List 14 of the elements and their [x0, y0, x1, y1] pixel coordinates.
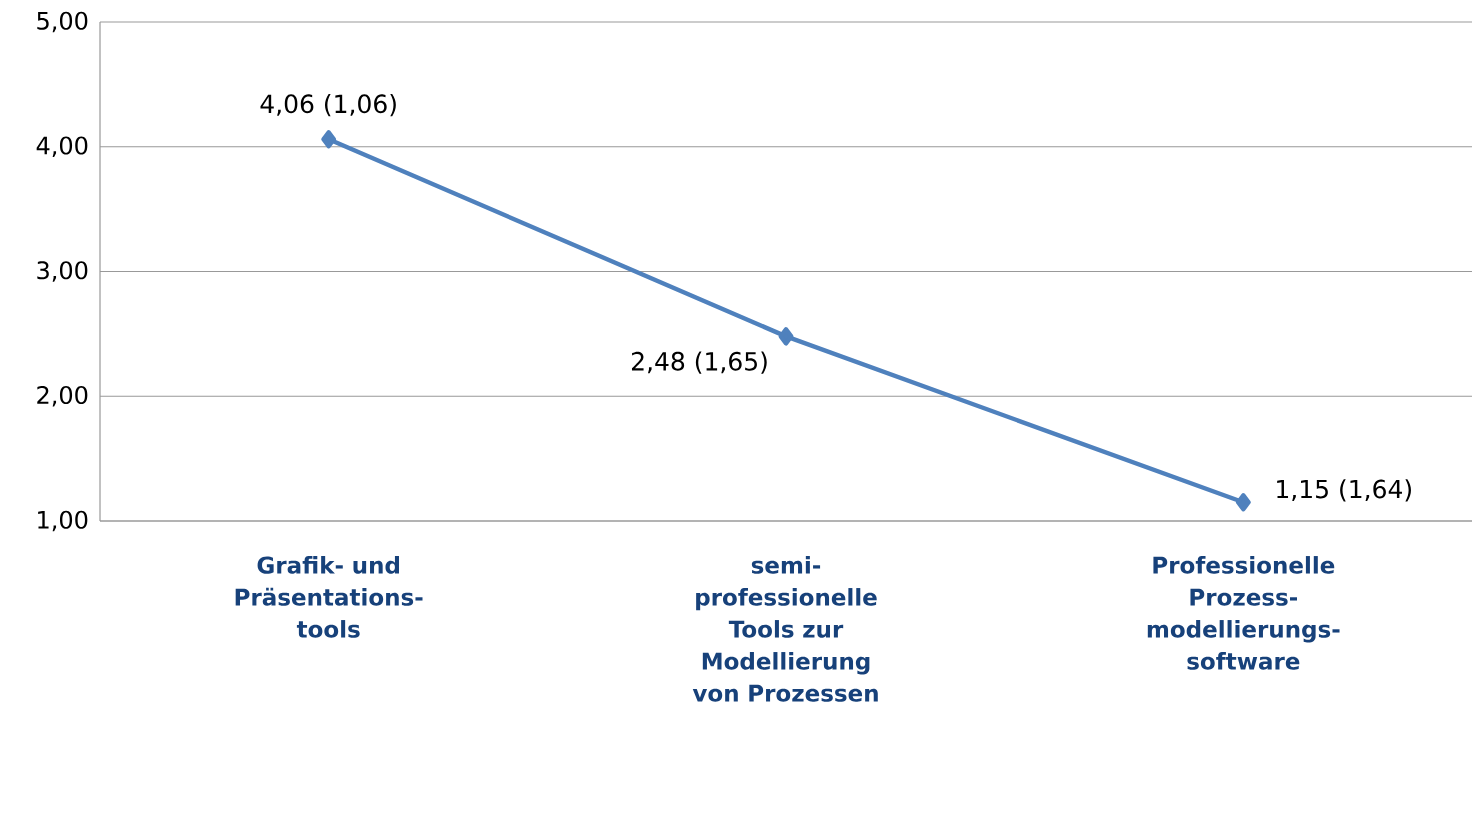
point	[1235, 493, 1251, 512]
x-tick-label: semi-professionelle Tools zur Modellierung von Prozessen	[692, 556, 878, 702]
point	[321, 130, 337, 149]
x-tick-label: Professionelle Prozess-modellierungs-software	[1147, 556, 1340, 670]
point	[778, 327, 794, 346]
y-tick-label: 1,00	[38, 510, 88, 532]
y-tick-label: 4,00	[36, 136, 88, 158]
x-tick-label: Grafik- und Präsentations-tools	[235, 556, 423, 638]
data-label: 1,15 (1,64)	[1277, 479, 1411, 502]
data-label: 2,48 (1,65)	[631, 351, 767, 374]
y-tick-label: 5,00	[37, 11, 88, 33]
data-label: 4,06 (1,06)	[260, 93, 396, 117]
y-tick-label: 2,00	[37, 385, 88, 407]
y-tick-label: 3,00	[37, 261, 88, 282]
